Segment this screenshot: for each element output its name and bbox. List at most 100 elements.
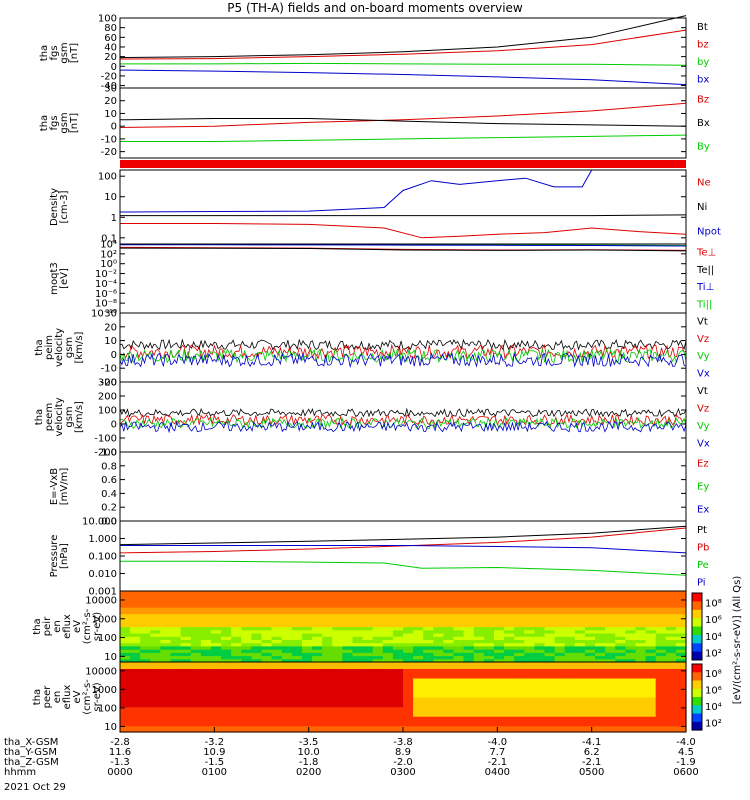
spectrogram-cell: [463, 665, 475, 669]
spectrogram-cell: [312, 681, 323, 685]
spectrogram-cell: [150, 613, 161, 618]
spectrogram-cell: [615, 594, 626, 598]
spectrogram-cell: [231, 600, 242, 605]
spectrogram-cell: [120, 645, 131, 650]
spectrogram-cell: [584, 728, 596, 733]
spectrogram-cell: [372, 636, 384, 640]
spectrogram-cell: [675, 716, 687, 720]
spectrogram-cell: [635, 728, 647, 733]
spectrogram-cell: [322, 600, 333, 605]
spectrogram-cell: [463, 610, 475, 615]
spectrogram-cell: [261, 623, 273, 628]
spectrogram-cell: [332, 645, 343, 650]
spectrogram-cell: [645, 639, 657, 644]
spectrogram-cell: [463, 597, 475, 602]
spectrogram-cell: [564, 594, 576, 598]
y-axis-label: gsm: [59, 42, 70, 63]
spectrogram-cell: [443, 658, 455, 663]
spectrogram-cell: [483, 706, 495, 711]
spectrogram-cell: [342, 709, 354, 714]
spectrogram-cell: [170, 719, 182, 724]
y-tick-label: 300: [98, 378, 117, 389]
spectrogram-cell: [574, 645, 586, 650]
spectrogram-cell: [554, 722, 566, 727]
spectrogram-cell: [281, 700, 293, 704]
spectrogram-cell: [190, 591, 202, 595]
spectrogram-cell: [251, 728, 263, 733]
spectrogram-cell: [332, 697, 343, 701]
spectrogram-cell: [301, 697, 313, 701]
spectrogram-cell: [665, 693, 677, 698]
spectrogram-cell: [372, 728, 384, 733]
spectrogram-cell: [312, 716, 323, 720]
spectrogram-cell: [665, 681, 677, 685]
spectrogram-cell: [312, 636, 323, 640]
spectrogram-cell: [372, 706, 384, 711]
spectrogram-cell: [504, 706, 515, 711]
y-tick-label: 80: [104, 23, 117, 34]
spectrogram-cell: [534, 591, 546, 595]
date-label: 2021 Oct 29: [4, 782, 66, 793]
spectrogram-cell: [200, 665, 212, 669]
spectrogram-cell: [655, 706, 667, 711]
spectrogram-cell: [615, 725, 626, 730]
spectrogram-cell: [463, 693, 475, 698]
spectrogram-cell: [140, 703, 151, 708]
series-line-by: [120, 62, 687, 66]
spectrogram-cell: [190, 636, 202, 640]
spectrogram-cell: [635, 725, 647, 730]
y-tick-label: 100: [98, 406, 117, 417]
spectrogram-cell: [473, 642, 485, 647]
spectrogram-cell: [595, 594, 606, 598]
y-tick-label: -20: [101, 378, 117, 389]
spectrogram-cell: [564, 674, 576, 679]
spectrogram-cell: [221, 681, 232, 685]
spectrogram-cell: [322, 649, 333, 653]
spectrogram-cell: [392, 709, 404, 714]
spectrogram-cell: [261, 693, 273, 698]
spectrogram-cell: [433, 629, 444, 634]
spectrogram-cell: [291, 639, 303, 644]
spectrogram-cell: [665, 639, 677, 644]
spectrogram-cell: [453, 671, 465, 676]
spectrogram-cell: [534, 693, 546, 698]
x-axis-row-label: tha_Y-GSM: [4, 747, 57, 758]
spectrogram-cell: [423, 620, 434, 624]
y-tick-label: 20: [104, 96, 117, 107]
spectrogram-cell: [443, 642, 455, 647]
spectrogram-cell: [200, 725, 212, 730]
spectrogram-cell: [675, 591, 687, 595]
spectrogram-cell: [372, 716, 384, 720]
spectrogram-cell: [443, 687, 455, 692]
y-tick-label: 100: [98, 14, 117, 25]
spectrogram-cell: [524, 684, 535, 689]
spectrogram-cell: [211, 642, 222, 647]
spectrogram-cell: [362, 626, 374, 631]
spectrogram-cell: [514, 706, 525, 711]
spectrogram-cell: [675, 626, 687, 631]
spectrogram-cell: [160, 629, 172, 634]
spectrogram-cell: [443, 671, 455, 676]
spectrogram-cell: [443, 697, 455, 701]
spectrogram-cell: [564, 642, 576, 647]
legend-entry: by: [697, 57, 709, 68]
spectrogram-cell: [291, 712, 303, 717]
spectrogram-cell: [241, 709, 252, 714]
spectrogram-cell: [453, 623, 465, 628]
spectrogram-cell: [372, 687, 384, 692]
spectrogram-cell: [231, 662, 242, 666]
spectrogram-cell: [595, 697, 606, 701]
spectrogram-cell: [342, 633, 354, 637]
spectrogram-cell: [362, 684, 374, 689]
y-tick-label: 20: [104, 52, 117, 63]
spectrogram-cell: [524, 681, 535, 685]
y-axis-label: peir: [42, 616, 53, 636]
spectrogram-cell: [392, 677, 404, 682]
spectrogram-cell: [372, 693, 384, 698]
spectrogram-cell: [342, 690, 354, 695]
spectrogram-cell: [615, 639, 626, 644]
spectrogram-cell: [534, 662, 546, 666]
spectrogram-cell: [372, 639, 384, 644]
spectrogram-cell: [514, 655, 525, 660]
spectrogram-cell: [170, 712, 182, 717]
